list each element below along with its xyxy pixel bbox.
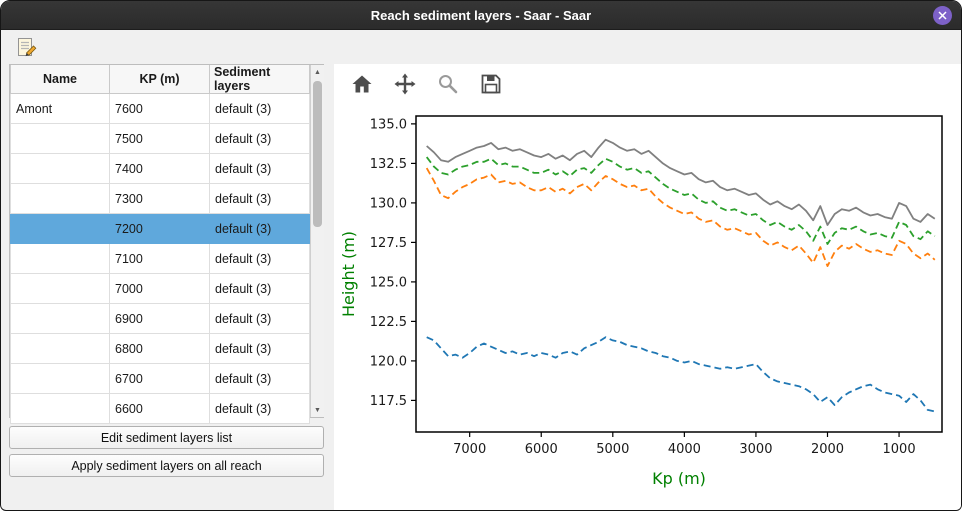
cell-name: [10, 213, 110, 244]
cell-name: [10, 243, 110, 274]
cell-sediment-layers: default (3): [209, 123, 310, 154]
zoom-button[interactable]: [434, 70, 462, 98]
table-row[interactable]: 7100 default (3): [10, 243, 310, 274]
svg-text:120.0: 120.0: [370, 354, 407, 369]
cell-name: [10, 303, 110, 334]
cell-name: Amont: [10, 93, 110, 124]
cell-name: [10, 393, 110, 424]
svg-text:130.0: 130.0: [370, 196, 407, 211]
cell-name: [10, 333, 110, 364]
save-icon: [481, 74, 501, 94]
cell-name: [10, 183, 110, 214]
zoom-icon: [439, 75, 458, 94]
scroll-down-arrow[interactable]: ▼: [314, 406, 321, 414]
column-header-kp[interactable]: KP (m): [109, 65, 210, 94]
cell-name: [10, 363, 110, 394]
cell-kp: 6900: [109, 303, 210, 334]
cell-kp: 7100: [109, 243, 210, 274]
edit-note-icon: [17, 38, 36, 57]
kp-table: Name KP (m) Sediment layers Amont 7600 d…: [9, 64, 324, 424]
cell-sediment-layers: default (3): [209, 273, 310, 304]
edit-sediment-layers-button[interactable]: Edit sediment layers list: [9, 426, 324, 449]
edit-sediment-tool-button[interactable]: [13, 34, 40, 60]
window-content: Name KP (m) Sediment layers Amont 7600 d…: [1, 64, 961, 510]
table-header-row: Name KP (m) Sediment layers: [10, 65, 310, 94]
table-row[interactable]: 7000 default (3): [10, 273, 310, 304]
column-header-name[interactable]: Name: [10, 65, 110, 94]
sediment-table-panel: Name KP (m) Sediment layers Amont 7600 d…: [9, 64, 324, 510]
cell-name: [10, 153, 110, 184]
main-toolbar: [1, 30, 961, 64]
kp-table-grid: Name KP (m) Sediment layers Amont 7600 d…: [10, 65, 310, 424]
svg-text:122.5: 122.5: [370, 315, 407, 330]
cell-sediment-layers: default (3): [209, 183, 310, 214]
close-icon: [938, 11, 947, 20]
svg-text:2000: 2000: [811, 442, 844, 457]
svg-text:125.0: 125.0: [370, 275, 407, 290]
pan-button[interactable]: [391, 70, 419, 98]
plot-toolbar: [334, 64, 961, 104]
cell-sediment-layers: default (3): [209, 93, 310, 124]
svg-text:6000: 6000: [525, 442, 558, 457]
cell-sediment-layers: default (3): [209, 333, 310, 364]
scrollbar-thumb[interactable]: [313, 81, 322, 227]
window-title: Reach sediment layers - Saar - Saar: [370, 7, 592, 23]
svg-text:3000: 3000: [739, 442, 772, 457]
save-button[interactable]: [477, 70, 505, 98]
table-row[interactable]: 6600 default (3): [10, 393, 310, 424]
sediment-chart[interactable]: 7000 6000 5000 4000 3000 2000 1000 117.5 120.0 12…: [336, 104, 958, 500]
scrollbar-track[interactable]: [311, 79, 324, 403]
table-row[interactable]: 6800 default (3): [10, 333, 310, 364]
svg-text:5000: 5000: [596, 442, 629, 457]
svg-text:1000: 1000: [883, 442, 916, 457]
home-button[interactable]: [348, 70, 376, 98]
table-row[interactable]: 6700 default (3): [10, 363, 310, 394]
table-row[interactable]: 7200 default (3): [10, 213, 310, 244]
table-row[interactable]: 6900 default (3): [10, 303, 310, 334]
scroll-up-arrow[interactable]: ▲: [314, 68, 321, 76]
table-scrollbar[interactable]: ▲ ▼: [310, 65, 324, 417]
cell-kp: 7600: [109, 93, 210, 124]
cell-kp: 7000: [109, 273, 210, 304]
table-row[interactable]: 7500 default (3): [10, 123, 310, 154]
table-row[interactable]: 7400 default (3): [10, 153, 310, 184]
svg-text:4000: 4000: [668, 442, 701, 457]
cell-sediment-layers: default (3): [209, 153, 310, 184]
table-row[interactable]: 7300 default (3): [10, 183, 310, 214]
pan-icon: [394, 73, 416, 95]
cell-kp: 7500: [109, 123, 210, 154]
svg-text:135.0: 135.0: [370, 117, 407, 132]
svg-text:127.5: 127.5: [370, 236, 407, 251]
cell-name: [10, 123, 110, 154]
cell-kp: 6700: [109, 363, 210, 394]
cell-kp: 6600: [109, 393, 210, 424]
table-row[interactable]: Amont 7600 default (3): [10, 93, 310, 124]
cell-kp: 6800: [109, 333, 210, 364]
cell-sediment-layers: default (3): [209, 243, 310, 274]
chart-panel: 7000 6000 5000 4000 3000 2000 1000 117.5 120.0 12…: [334, 64, 961, 510]
cell-kp: 7300: [109, 183, 210, 214]
svg-text:7000: 7000: [453, 442, 486, 457]
svg-text:Height (m): Height (m): [339, 231, 358, 317]
close-button[interactable]: [933, 6, 952, 25]
apply-sediment-layers-button[interactable]: Apply sediment layers on all reach: [9, 454, 324, 477]
cell-kp: 7200: [109, 213, 210, 244]
cell-sediment-layers: default (3): [209, 213, 310, 244]
titlebar[interactable]: Reach sediment layers - Saar - Saar: [1, 1, 961, 30]
home-icon: [352, 75, 372, 93]
cell-sediment-layers: default (3): [209, 393, 310, 424]
column-header-sediment-layers[interactable]: Sediment layers: [209, 65, 310, 94]
cell-kp: 7400: [109, 153, 210, 184]
cell-sediment-layers: default (3): [209, 303, 310, 334]
svg-text:117.5: 117.5: [370, 394, 407, 409]
cell-sediment-layers: default (3): [209, 363, 310, 394]
svg-text:132.5: 132.5: [370, 157, 407, 172]
svg-text:Kp (m): Kp (m): [652, 469, 706, 488]
cell-name: [10, 273, 110, 304]
